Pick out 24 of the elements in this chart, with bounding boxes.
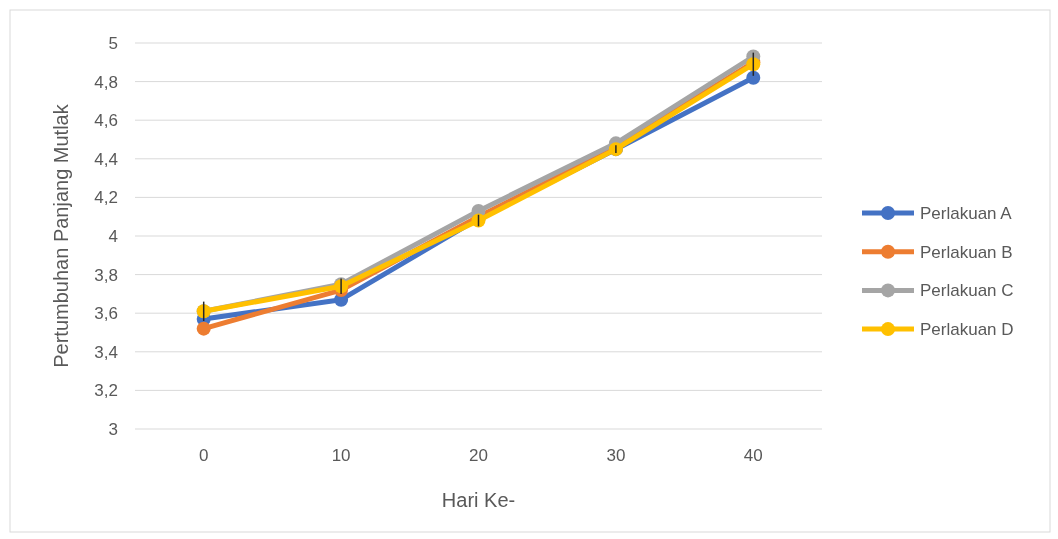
y-tick-label: 4,4 — [94, 149, 118, 169]
y-tick-label: 3,4 — [94, 342, 118, 362]
legend-label: Perlakuan C — [920, 281, 1014, 301]
x-tick-label: 10 — [331, 446, 351, 465]
y-tick-label: 3,2 — [94, 381, 118, 401]
x-axis-title: Hari Ke- — [441, 489, 516, 511]
y-tick-label: 4 — [108, 226, 118, 246]
y-axis-title: Pertumbuhan Panjang Mutlak — [50, 103, 72, 368]
y-tick-label: 3,6 — [94, 304, 118, 324]
y-tick-label: 4,8 — [94, 72, 118, 92]
y-tick-label: 5 — [108, 33, 118, 53]
x-tick-label: 40 — [743, 446, 763, 465]
y-tick-label: 4,2 — [94, 188, 118, 208]
legend-label: Perlakuan D — [920, 320, 1014, 340]
y-tick-label: 3 — [108, 419, 118, 439]
legend-label: Perlakuan A — [920, 203, 1013, 223]
x-tick-label: 20 — [469, 446, 488, 465]
x-tick-label: 30 — [606, 446, 626, 465]
point — [746, 70, 761, 85]
x-tick-label: 0 — [198, 446, 209, 465]
point — [196, 321, 211, 336]
y-tick-label: 3,8 — [94, 265, 118, 285]
y-tick-label: 4,6 — [94, 111, 118, 131]
legend-label: Perlakuan B — [920, 242, 1013, 262]
